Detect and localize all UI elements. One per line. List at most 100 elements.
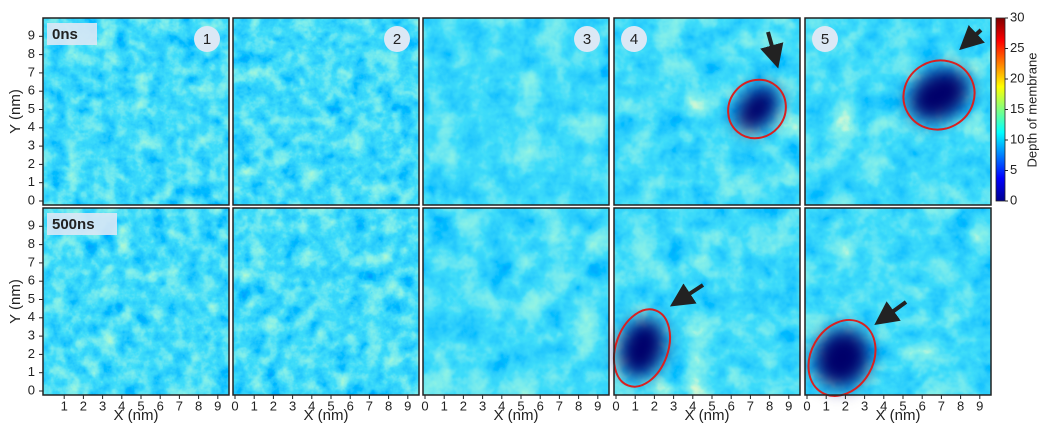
x-tick-label: 3 [479,398,486,413]
arrow [959,25,985,51]
panel-number: 1 [203,31,211,48]
x-tick-label: 1 [632,398,639,413]
panel-badge [194,26,220,52]
panel-number: 2 [393,31,401,48]
x-tick-label: 9 [976,398,983,413]
colorbar-tick-label: 25 [1010,40,1024,55]
panel-badge [812,26,838,52]
colorbar-tick-label: 15 [1010,101,1024,116]
panel-frame [613,17,801,206]
panel-frame [804,207,992,396]
y-tick-label: 4 [28,119,35,134]
arrow [874,300,908,326]
x-tick-label: 4 [308,398,315,413]
x-tick-label: 9 [404,398,411,413]
outline [612,308,672,388]
heatmap [233,208,419,395]
y-tick-label: 6 [28,273,35,288]
x-tick-label: 5 [327,398,334,413]
colorbar-tick-label: 10 [1010,131,1024,146]
x-tick-label: 2 [651,398,658,413]
x-tick-label: 8 [195,398,202,413]
y-tick-label: 2 [28,156,35,171]
panel-badge [574,26,600,52]
x-axis-label: X (nm) [876,407,921,424]
y-tick-label: 9 [28,28,35,43]
x-tick-label: 3 [861,398,868,413]
x-tick-label: 9 [594,398,601,413]
x-tick-label: 2 [842,398,849,413]
depression [908,68,970,122]
panel-number: 5 [821,31,829,48]
x-tick-label: 9 [785,398,792,413]
arrow [760,31,784,69]
x-tick-label: 4 [689,398,696,413]
panel-frame [232,17,420,206]
x-tick-label: 7 [747,398,754,413]
heatmap [423,208,609,395]
heatmap [43,208,229,395]
panel-frame [422,17,610,206]
y-axis-label: Y (nm) [7,89,24,134]
x-tick-label: 1 [441,398,448,413]
x-tick-label: 5 [899,398,906,413]
x-tick-label: 8 [957,398,964,413]
y-tick-label: 0 [28,382,35,397]
x-axis-label: X (nm) [304,407,349,424]
x-tick-label: 2 [460,398,467,413]
y-tick-label: 8 [28,46,35,61]
x-tick-label: 5 [137,398,144,413]
panel-badge [384,26,410,52]
x-tick-label: 2 [270,398,277,413]
x-tick-label: 1 [61,398,68,413]
y-tick-label: 8 [28,236,35,251]
x-axis-label: X (nm) [685,407,730,424]
y-tick-label: 1 [28,174,35,189]
x-tick-label: 8 [575,398,582,413]
x-tick-label: 7 [366,398,373,413]
x-tick-label: 6 [728,398,735,413]
y-tick-label: 0 [28,192,35,207]
x-tick-label: 1 [251,398,258,413]
x-tick-label: 4 [498,398,505,413]
y-tick-label: 7 [28,254,35,269]
x-tick-label: 4 [880,398,887,413]
x-tick-label: 5 [708,398,715,413]
panel-frame [42,17,230,206]
colorbar-tick-label: 5 [1010,162,1017,177]
row-label-box [47,213,117,235]
y-tick-label: 3 [28,138,35,153]
y-tick-label: 7 [28,64,35,79]
x-tick-label: 6 [347,398,354,413]
x-tick-label: 0 [421,398,428,413]
y-tick-label: 1 [28,364,35,379]
panel-number: 4 [630,31,638,48]
colorbar-tick-label: 0 [1010,192,1017,207]
colorbar-tick-label: 30 [1010,9,1024,24]
x-tick-label: 7 [176,398,183,413]
x-tick-label: 3 [670,398,677,413]
depression [735,85,779,133]
x-tick-label: 8 [766,398,773,413]
x-tick-label: 8 [385,398,392,413]
x-tick-label: 3 [99,398,106,413]
colorbar-label: Depth of membrane [1024,53,1039,168]
arrow [669,283,705,307]
outline [807,319,877,397]
y-tick-label: 9 [28,218,35,233]
heatmap [423,18,609,205]
panel-frame [804,17,992,206]
x-tick-label: 4 [118,398,125,413]
y-tick-label: 5 [28,101,35,116]
row-label: 0ns [52,26,78,43]
colorbar [995,17,1006,202]
x-tick-label: 7 [556,398,563,413]
x-axis-label: X (nm) [114,407,159,424]
x-tick-label: 3 [289,398,296,413]
panel-frame [42,207,230,396]
y-tick-label: 2 [28,346,35,361]
y-tick-label: 6 [28,83,35,98]
x-tick-label: 6 [157,398,164,413]
x-tick-label: 1 [823,398,830,413]
